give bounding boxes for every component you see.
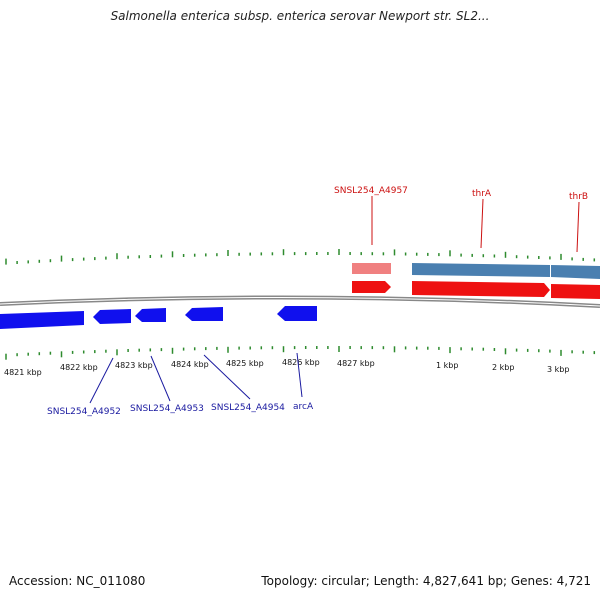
scale-label: 4822 kbp bbox=[60, 363, 98, 372]
gene-arrow-blue-arcA[interactable] bbox=[277, 306, 317, 321]
scale-label: 2 kbp bbox=[492, 363, 514, 372]
gene-label-text: thrA bbox=[472, 189, 492, 199]
gene-label-bottom[interactable]: SNSL254_A4952 bbox=[47, 357, 121, 417]
accession-label: Accession: NC_011080 bbox=[9, 574, 146, 588]
gene-arrow-blue-SNSL254-A4952[interactable] bbox=[93, 309, 131, 324]
tick-row-bottom bbox=[5, 346, 596, 360]
tick-row-top bbox=[5, 249, 596, 265]
gene-label-text: SNSL254_A4952 bbox=[47, 407, 121, 417]
scale-label: 1 kbp bbox=[436, 361, 458, 370]
scale-label: 4827 kbp bbox=[337, 359, 375, 368]
gene-label-text: thrB bbox=[569, 192, 588, 202]
genome-backbone-inner bbox=[0, 296, 600, 307]
scale-label: 4824 kbp bbox=[171, 360, 209, 369]
scale-label: 4825 kbp bbox=[226, 359, 264, 368]
gene-arrow-blue-SNSL254-A4954[interactable] bbox=[185, 307, 223, 321]
gene-label-bottom[interactable]: SNSL254_A4953 bbox=[130, 355, 204, 414]
gene-label-top[interactable]: thrB bbox=[569, 192, 588, 253]
gene-label-top[interactable]: thrA bbox=[472, 189, 492, 249]
gene-label-text: SNSL254_A4954 bbox=[211, 403, 285, 413]
gene-arrow-red-thrA[interactable] bbox=[412, 281, 550, 297]
scale-label: 4823 kbp bbox=[115, 361, 153, 370]
map-title: Salmonella enterica subsp. enterica sero… bbox=[110, 9, 490, 23]
scale-label: 4821 kbp bbox=[4, 368, 42, 377]
gene-arrow-blue-1[interactable] bbox=[0, 311, 84, 329]
scale-label: 4826 kbp bbox=[282, 358, 320, 367]
gene-label-bottom[interactable]: arcA bbox=[293, 352, 314, 412]
gene-label-text: arcA bbox=[293, 402, 314, 412]
gene-label-top[interactable]: SNSL254_A4957 bbox=[334, 186, 408, 245]
gene-arrow-red-thrB[interactable] bbox=[551, 284, 600, 299]
gene-arrow-blue-SNSL254-A4953[interactable] bbox=[135, 308, 166, 322]
topology-label: Topology: circular; Length: 4,827,641 bp… bbox=[261, 574, 591, 588]
gene-label-text: SNSL254_A4953 bbox=[130, 404, 204, 414]
gene-arrow-red-1[interactable] bbox=[352, 281, 391, 293]
gene-block-blue-top-2[interactable] bbox=[551, 265, 600, 279]
gene-label-text: SNSL254_A4957 bbox=[334, 186, 408, 196]
gene-block-light-red[interactable] bbox=[352, 263, 391, 274]
gene-block-blue-top-1[interactable] bbox=[412, 263, 550, 277]
gene-label-bottom[interactable]: SNSL254_A4954 bbox=[203, 354, 285, 413]
scale-label: 3 kbp bbox=[547, 365, 569, 374]
